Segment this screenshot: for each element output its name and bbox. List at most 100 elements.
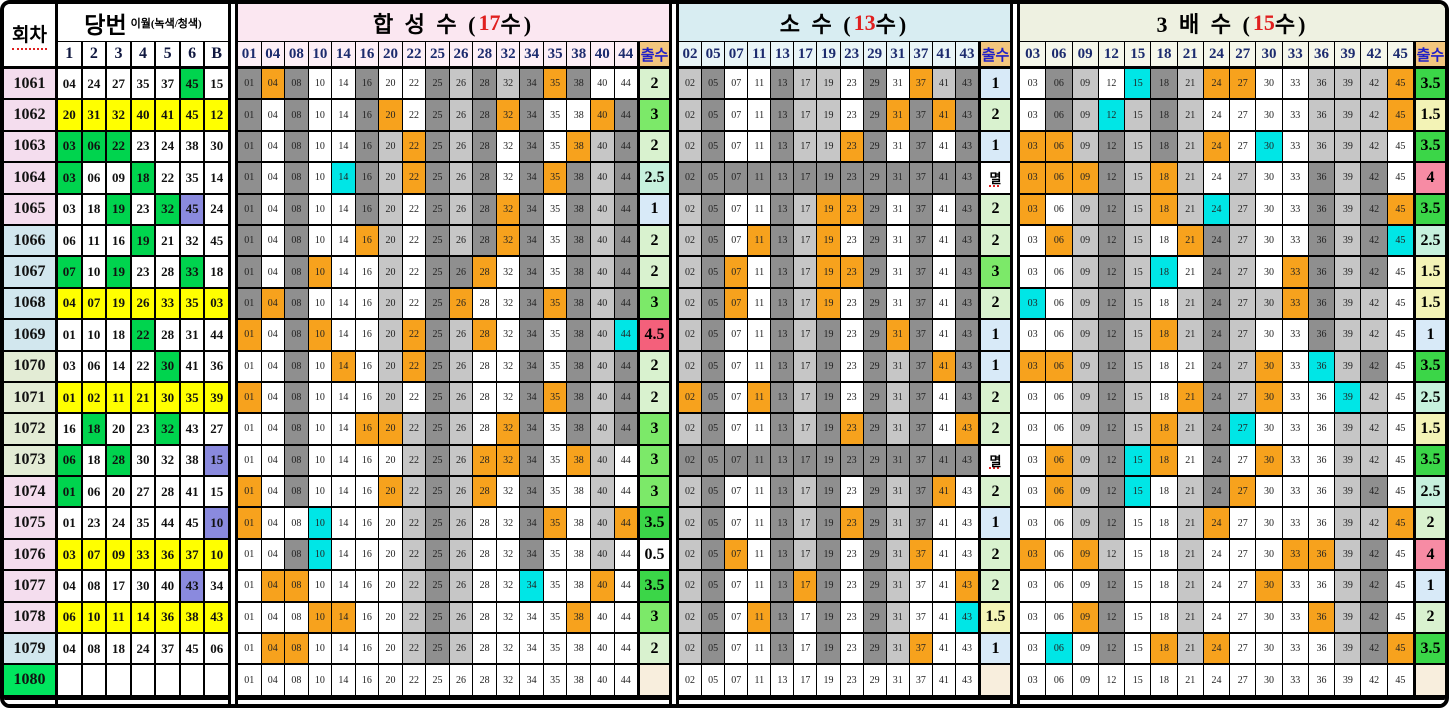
composite-row: 01 04 08 10 14 16 20 22 25 26 28 32 34 35 38 40 44 3: [238, 100, 670, 132]
composite-cell: 34: [520, 163, 544, 193]
composite-cell: 25: [426, 445, 450, 476]
composite-row: 01 04 08 10 14 16 20 22 25 26 28 32 34 35 38 40 44: [238, 665, 670, 697]
prime-cell: 29: [863, 100, 887, 130]
winning-number-cell: 15: [205, 445, 229, 476]
triple-cell: 03: [1020, 382, 1047, 413]
composite-cell: 08: [285, 508, 309, 538]
composite-cell: 25: [426, 477, 450, 507]
winning-number-cell: 06: [82, 163, 108, 193]
triple-cell: 06: [1046, 414, 1073, 444]
composite-cell: 10: [308, 320, 333, 350]
triple-cell: 33: [1282, 100, 1309, 130]
composite-cell: 14: [332, 414, 356, 444]
prime-cell: 19: [817, 539, 841, 570]
triple-cell: 09: [1072, 477, 1099, 507]
triple-cell: 27: [1230, 382, 1257, 413]
composite-cell: 16: [355, 382, 380, 413]
composite-cell: 38: [567, 131, 591, 162]
triple-cell: 39: [1335, 508, 1362, 538]
prime-cell: 37: [909, 320, 933, 350]
composite-cell: 28: [473, 288, 497, 319]
triple-cell: 36: [1308, 225, 1336, 256]
number-column-header: 30: [1256, 42, 1283, 66]
triple-row: 03 06 09 12 15 18 21 24 27 30 33 36 39 42 45 2: [1020, 602, 1445, 635]
composite-cell: 40: [590, 69, 615, 99]
prime-cell: 37: [909, 382, 933, 413]
section-divider: [228, 4, 238, 704]
composite-cell: 16: [355, 225, 380, 256]
prime-cell: 19: [817, 194, 841, 224]
triple-cell: 39: [1335, 69, 1362, 99]
triple-cell: 27: [1230, 571, 1257, 601]
triple-cell: 15: [1125, 257, 1152, 287]
out-count-cell: 0.5: [638, 539, 670, 570]
triple-cell: 06: [1046, 445, 1073, 476]
prime-cell: 41: [932, 131, 956, 162]
winning-row: 01 23 24 35 44 45 10: [58, 508, 229, 540]
triple-cell: 21: [1177, 508, 1204, 538]
winning-number-cell: 34: [205, 571, 229, 601]
composite-cell: 26: [449, 508, 474, 538]
winning-row: 16 18 20 23 32 43 27: [58, 414, 229, 446]
winning-row: 06 18 28 30 32 38 15: [58, 445, 229, 478]
composite-cell: 01: [238, 194, 262, 224]
number-column-header: 12: [1098, 42, 1126, 66]
composite-cell: 25: [426, 665, 450, 695]
prime-cell: 13: [771, 634, 795, 664]
winning-column-header: 4: [132, 42, 157, 66]
triple-cell: 27: [1230, 288, 1257, 319]
prime-cell: 31: [886, 571, 910, 601]
winning-number-cell: 03: [205, 288, 229, 319]
triple-cell: 33: [1282, 508, 1309, 538]
triple-cell: 06: [1046, 225, 1073, 256]
prime-cell: 05: [702, 602, 726, 633]
composite-cell: 16: [355, 194, 380, 224]
prime-row: 02 05 07 11 13 17 19 23 29 31 37 41 43 1: [679, 351, 1011, 383]
prime-cell: 37: [909, 100, 933, 130]
triple-row: 03 06 09 12 15 18 21 24 27 30 33 36 39 42 45 4: [1020, 539, 1445, 572]
prime-cell: 02: [679, 634, 703, 664]
triple-cell: 06: [1046, 288, 1073, 319]
triple-cell: 39: [1335, 539, 1362, 570]
triple-cell: 30: [1256, 163, 1283, 193]
prime-cell: 31: [886, 539, 910, 570]
triple-cell: 06: [1046, 100, 1073, 130]
composite-cell: 35: [543, 382, 568, 413]
composite-cell: 44: [614, 414, 639, 444]
section-divider: [1010, 4, 1020, 704]
triple-cell: 33: [1282, 225, 1309, 256]
composite-cell: 34: [520, 508, 544, 538]
composite-cell: 35: [543, 320, 568, 350]
winning-row: 07 10 19 23 28 33 18: [58, 257, 229, 289]
round-cell: 1072: [4, 414, 55, 446]
triple-cell: 39: [1335, 351, 1362, 381]
triple-cell: 21: [1177, 477, 1204, 507]
triple-cell: 42: [1361, 194, 1388, 224]
triple-cell: 03: [1020, 194, 1047, 224]
prime-cell: 17: [794, 477, 818, 507]
composite-row: 01 04 08 10 14 16 20 22 25 26 28 32 34 35 38 40 44 3: [238, 445, 670, 478]
winning-number-cell: 21: [156, 225, 181, 256]
triple-cell: 24: [1203, 288, 1231, 319]
composite-cell: 04: [261, 477, 286, 507]
prime-cell: 41: [932, 225, 956, 256]
prime-cell: 05: [702, 445, 726, 476]
triple-cell: 30: [1256, 665, 1283, 695]
triple-cell: 09: [1072, 445, 1099, 476]
composite-cell: 08: [285, 288, 309, 319]
composite-cell: 32: [496, 69, 521, 99]
triple-cell: 03: [1020, 351, 1047, 381]
prime-row: 02 05 07 11 13 17 19 23 29 31 37 41 43 2: [679, 477, 1011, 509]
composite-cell: 14: [332, 571, 356, 601]
round-cell: 1079: [4, 634, 55, 666]
prime-cell: 37: [909, 571, 933, 601]
out-count-cell: 4.5: [638, 320, 670, 350]
triple-cell: 27: [1230, 665, 1257, 695]
composite-count: 17: [478, 9, 501, 35]
composite-cell: 10: [308, 445, 333, 476]
prime-cell: 17: [794, 257, 818, 287]
composite-cell: 08: [285, 382, 309, 413]
prime-cell: 02: [679, 288, 703, 319]
number-column-header: 36: [1308, 42, 1336, 66]
triple-cell: 33: [1282, 320, 1309, 350]
